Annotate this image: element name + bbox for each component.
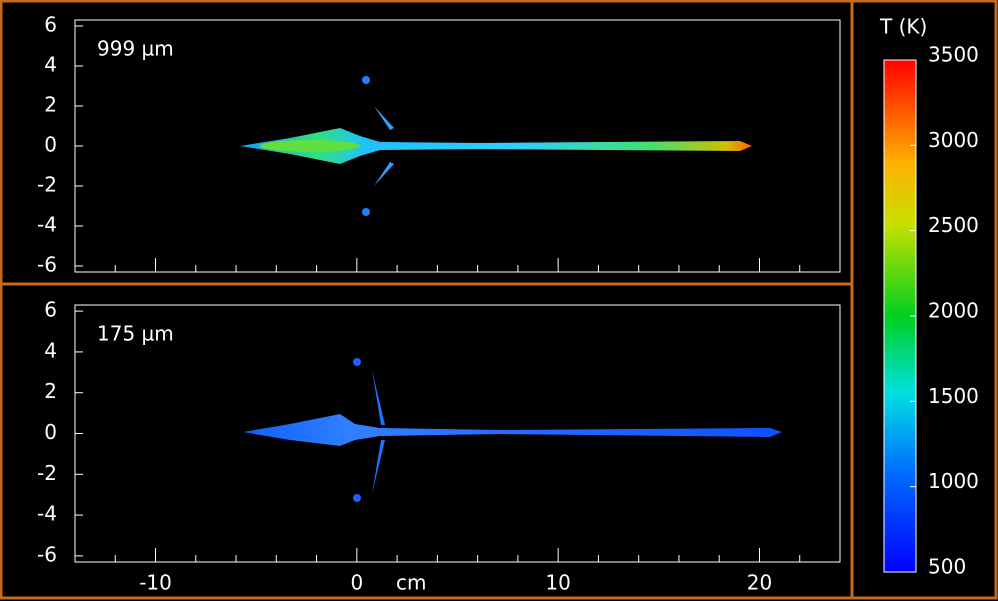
y-tick-label: 0 (44, 420, 57, 444)
y-tick-label: -6 (37, 542, 57, 566)
colorbar-label: T (K) (879, 15, 927, 39)
y-tick-label: -4 (37, 502, 57, 526)
x-tick-label: 20 (747, 571, 772, 595)
plume (243, 358, 782, 502)
annotation: 999 µm (97, 37, 174, 61)
x-tick-label: 0 (350, 571, 363, 595)
colorbar-tick-label: 3500 (928, 43, 979, 67)
colorbar-tick-label: 1500 (928, 384, 979, 408)
annotation: 175 µm (97, 322, 174, 346)
y-tick-label: 2 (44, 379, 57, 403)
colorbar-tick-label: 2500 (928, 213, 979, 237)
panel-border (850, 0, 998, 600)
colorbar-tick-label: 1000 (928, 469, 979, 493)
y-tick-label: -6 (37, 253, 57, 277)
y-tick-label: -4 (37, 213, 57, 237)
x-tick-label: 10 (545, 571, 570, 595)
y-tick-label: 2 (44, 93, 57, 117)
y-tick-label: 6 (44, 13, 57, 37)
y-tick-label: 4 (44, 53, 57, 77)
y-tick-label: 6 (44, 298, 57, 322)
y-tick-label: 0 (44, 133, 57, 157)
colorbar-tick-label: 3000 (928, 128, 979, 152)
plume (240, 76, 752, 216)
x-axis-label: cm (396, 571, 426, 595)
y-tick-label: -2 (37, 461, 57, 485)
y-tick-label: 4 (44, 338, 57, 362)
colorbar-tick-label: 2000 (928, 299, 979, 323)
colorbar-tick-label: 500 (928, 555, 966, 579)
y-tick-label: -2 (37, 173, 57, 197)
x-tick-label: -10 (139, 571, 172, 595)
